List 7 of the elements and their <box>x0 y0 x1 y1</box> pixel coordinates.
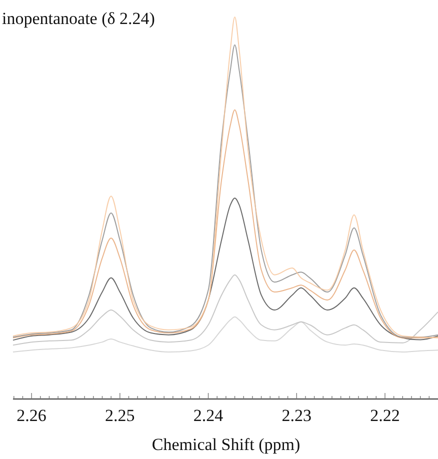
x-axis-title: Chemical Shift (ppm) <box>152 435 300 454</box>
x-tick-label: 2.25 <box>105 406 135 425</box>
x-tick-label: 2.22 <box>370 406 400 425</box>
x-tick-label: 2.24 <box>193 406 224 425</box>
x-tick-label: 2.23 <box>282 406 312 425</box>
chart-title: inopentanoate (δ 2.24) <box>2 9 155 28</box>
x-tick-label: 2.26 <box>16 406 46 425</box>
